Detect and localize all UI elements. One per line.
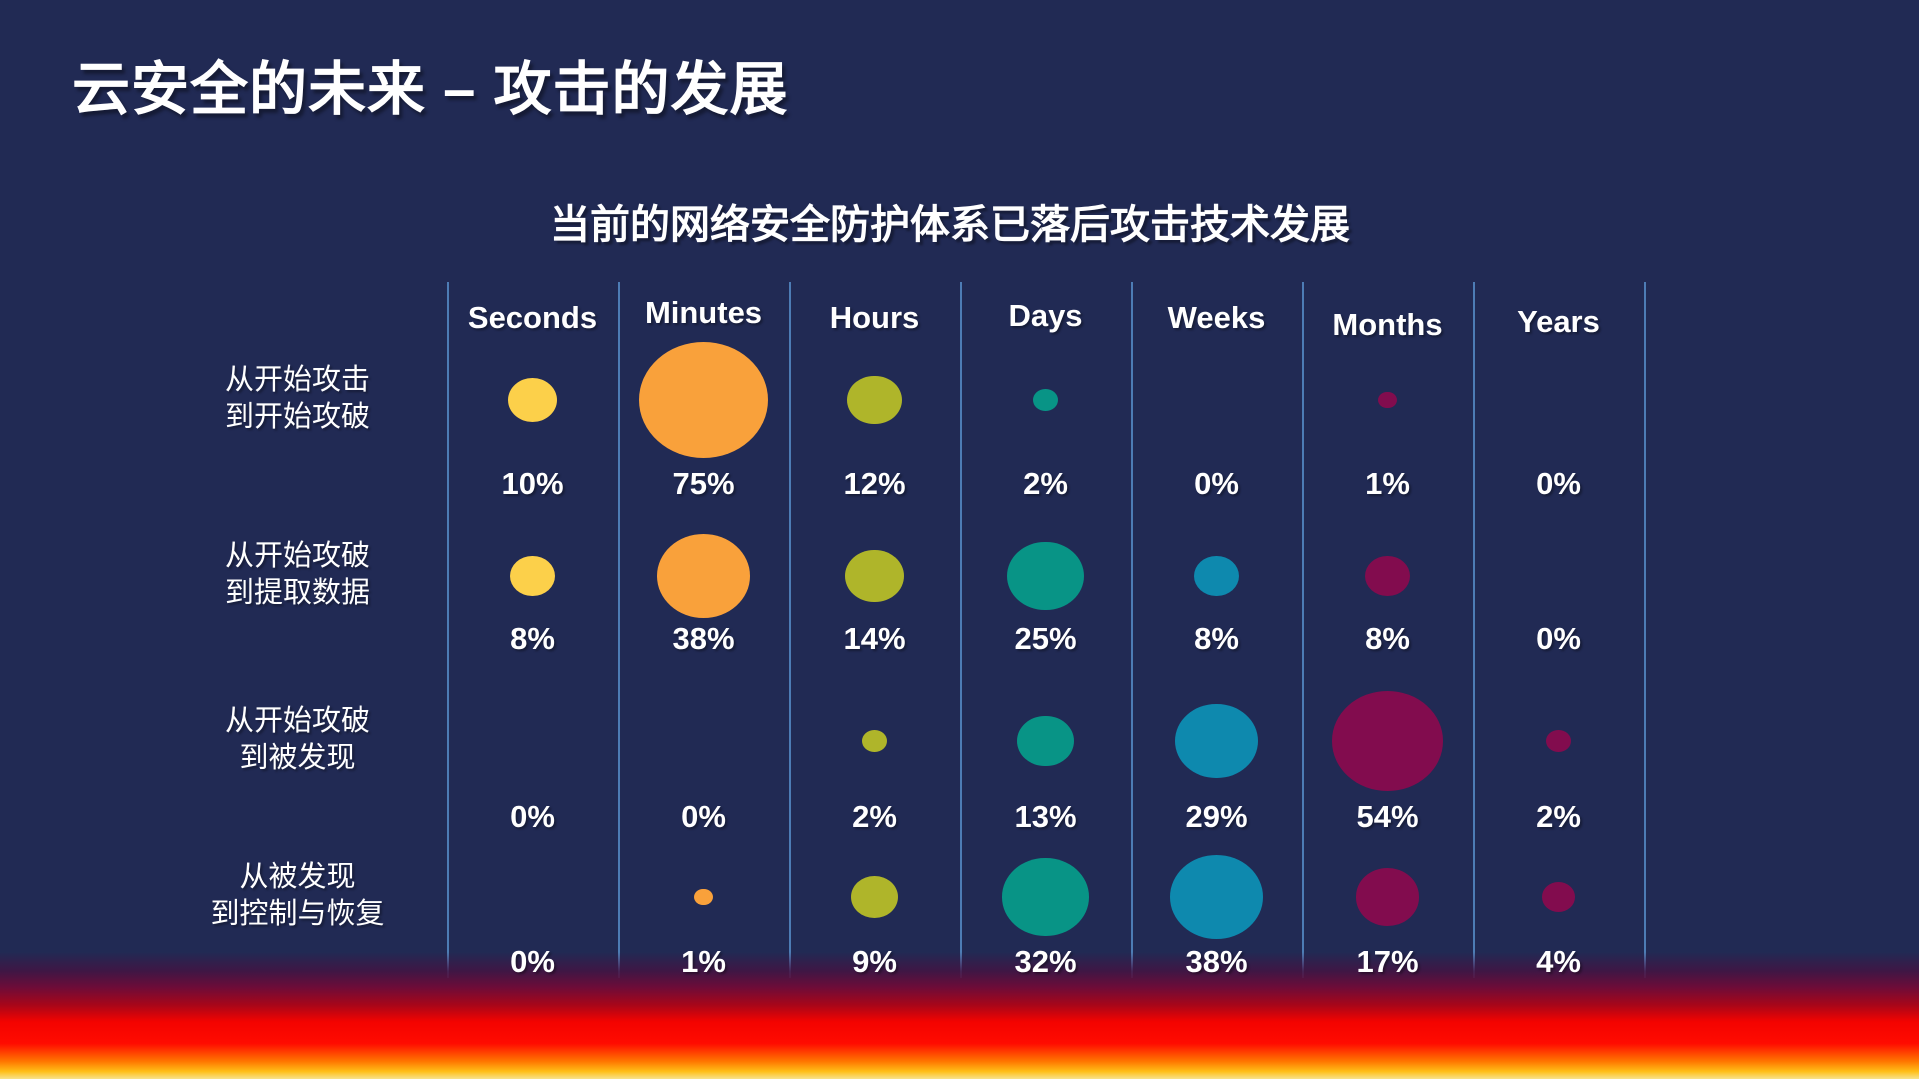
- bubble: [1332, 691, 1443, 791]
- column-header-hours: Hours: [829, 300, 920, 335]
- value-label: 14%: [843, 621, 906, 656]
- bubble: [845, 549, 904, 603]
- column-header-days: Days: [1008, 298, 1083, 333]
- value-label: 29%: [1185, 799, 1248, 834]
- grid-divider: [1644, 282, 1646, 978]
- value-label: 38%: [672, 621, 735, 656]
- value-label: 0%: [510, 799, 555, 834]
- value-label: 32%: [1014, 944, 1077, 979]
- value-label: 75%: [672, 466, 735, 501]
- row-label-line: 到提取数据: [224, 577, 370, 610]
- bubble: [1546, 729, 1571, 753]
- value-label: 2%: [852, 799, 897, 834]
- bubble: [1017, 715, 1074, 767]
- bubble: [656, 533, 751, 618]
- bubble: [1007, 541, 1084, 611]
- column-header-seconds: Seconds: [467, 300, 598, 335]
- value-label: 54%: [1356, 799, 1419, 834]
- value-label: 17%: [1356, 944, 1419, 979]
- bubble: [1002, 858, 1089, 936]
- value-label: 8%: [1365, 621, 1410, 656]
- value-label: 10%: [501, 466, 564, 501]
- bubble: [1364, 555, 1410, 597]
- value-label: 0%: [1536, 466, 1581, 501]
- bubble: [1378, 391, 1397, 409]
- bubble: [862, 729, 887, 753]
- slide-title: 云安全的未来 – 攻击的发展: [72, 57, 789, 122]
- bubble: [509, 555, 555, 597]
- bubble: [638, 341, 769, 459]
- row-label: 从开始攻破 到被发现: [150, 703, 445, 777]
- row-label-line: 从被发现: [239, 861, 356, 893]
- row-label: 从开始攻击到开始攻破: [150, 362, 445, 436]
- grid-divider: [1131, 282, 1133, 978]
- grid-divider: [618, 282, 620, 978]
- row-label-line: 从开始攻破: [224, 705, 370, 737]
- bottom-gradient-bar: [0, 952, 1919, 1079]
- value-label: 8%: [1194, 621, 1239, 656]
- row-label: 从开始攻破到提取数据: [150, 538, 445, 612]
- grid-divider: [1302, 282, 1304, 978]
- value-label: 2%: [1536, 799, 1581, 834]
- value-label: 8%: [510, 621, 555, 656]
- value-label: 38%: [1185, 944, 1248, 979]
- column-header-months: Months: [1332, 307, 1443, 342]
- row-label-line: 到开始攻破: [224, 401, 370, 434]
- row-label-line: 从开始攻击: [224, 364, 370, 396]
- value-label: 12%: [843, 466, 906, 501]
- value-label: 1%: [681, 944, 726, 979]
- grid-divider: [960, 282, 962, 978]
- value-label: 1%: [1365, 466, 1410, 501]
- bubble: [1355, 868, 1420, 926]
- value-label: 9%: [852, 944, 897, 979]
- column-header-minutes: Minutes: [644, 295, 763, 330]
- grid-divider: [1473, 282, 1475, 978]
- bubble: [850, 875, 899, 919]
- value-label: 0%: [1194, 466, 1239, 501]
- bubble: [1542, 882, 1575, 912]
- slide-subtitle: 当前的网络安全防护体系已落后攻击技术发展: [550, 203, 1350, 247]
- bubble: [1033, 388, 1058, 412]
- row-label-line: 到被发现: [239, 742, 356, 775]
- bubble: [1193, 555, 1239, 597]
- value-label: 0%: [681, 799, 726, 834]
- value-label: 13%: [1014, 799, 1077, 834]
- grid-divider: [789, 282, 791, 978]
- row-label-line: 到控制与恢复: [210, 898, 385, 931]
- bubble: [1169, 854, 1264, 939]
- bubble: [694, 888, 713, 906]
- value-label: 0%: [510, 944, 555, 979]
- column-header-weeks: Weeks: [1167, 300, 1266, 335]
- value-label: 25%: [1014, 621, 1077, 656]
- value-label: 0%: [1536, 621, 1581, 656]
- grid-divider: [447, 282, 449, 978]
- bubble: [847, 375, 902, 425]
- bubble: [1175, 704, 1258, 778]
- row-label: 从被发现到控制与恢复: [150, 859, 445, 933]
- value-label: 2%: [1023, 466, 1068, 501]
- value-label: 4%: [1536, 944, 1581, 979]
- bubble: [507, 377, 558, 423]
- row-label-line: 从开始攻破: [224, 540, 370, 572]
- column-header-years: Years: [1517, 304, 1600, 339]
